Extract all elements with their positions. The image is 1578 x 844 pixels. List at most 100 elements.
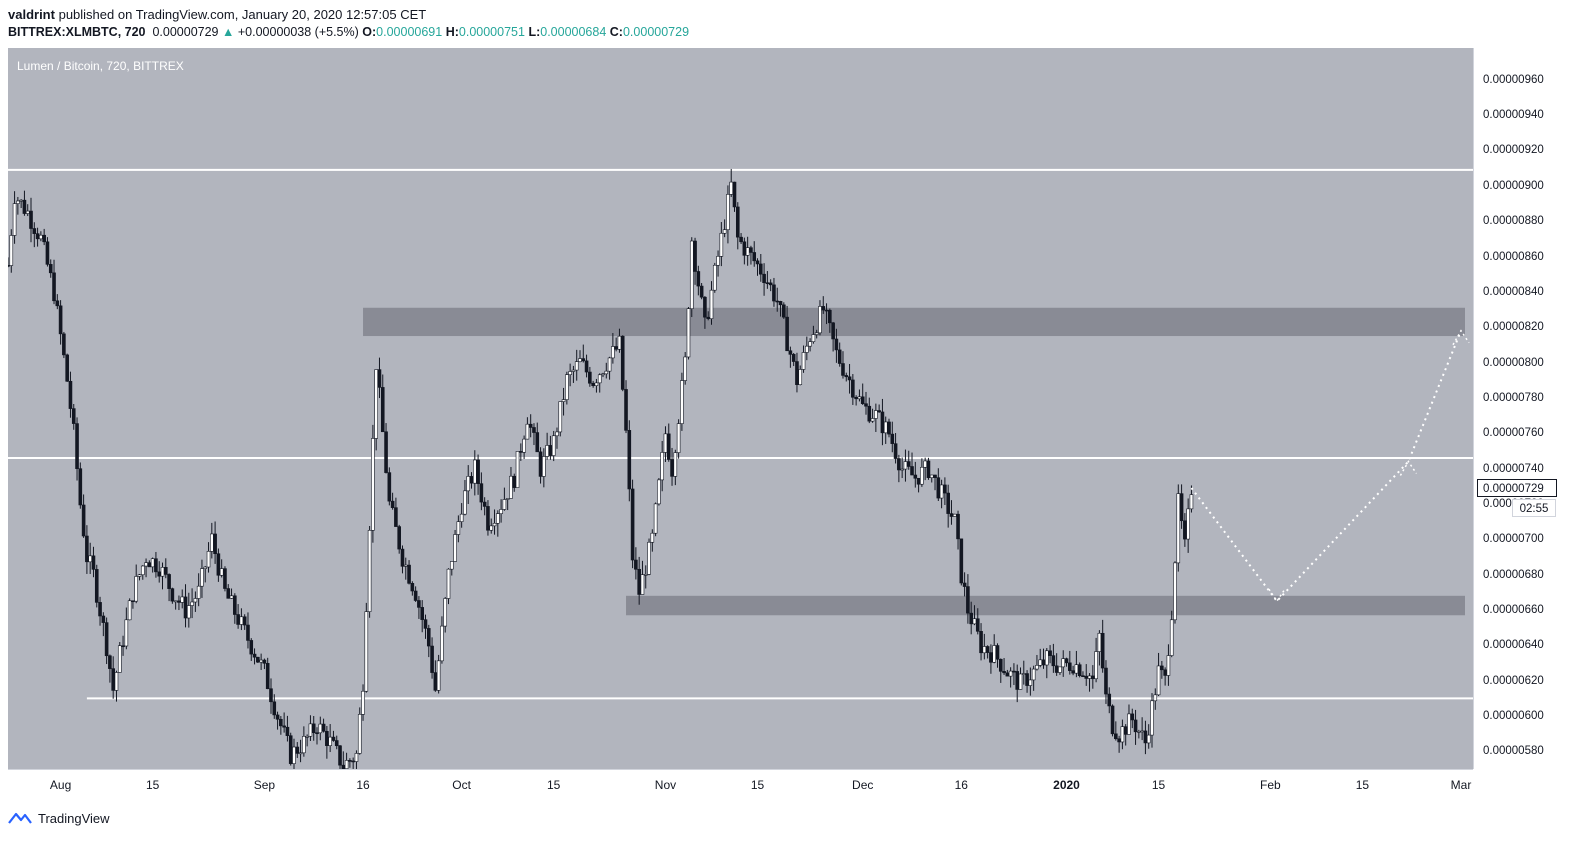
candle-body (752, 252, 757, 262)
chart-pane[interactable]: Lumen / Bitcoin, 720, BITTREX (8, 48, 1473, 769)
candle-body (571, 369, 576, 372)
candle-body (952, 513, 957, 517)
price-tick-label: 0.00000960 (1483, 73, 1544, 86)
candle-body (292, 746, 296, 764)
candle-body (75, 423, 79, 469)
candle-body (453, 534, 457, 562)
candle-body (91, 555, 96, 570)
price-chart[interactable] (8, 48, 1473, 769)
candle-body (660, 452, 664, 481)
candle-body (805, 345, 809, 353)
price-tick-label: 0.00000620 (1483, 674, 1544, 687)
candle-body (1123, 726, 1128, 735)
candle-body (338, 745, 342, 766)
candle-body (778, 301, 783, 306)
candle-body (177, 600, 181, 603)
candle-body (154, 558, 158, 573)
candle-body (847, 376, 852, 381)
candle-body (321, 723, 326, 732)
time-tick-label: 16 (954, 778, 968, 792)
candle-body (252, 653, 257, 658)
low-label: L: (528, 25, 541, 39)
candle-body (528, 423, 533, 428)
candle-body (512, 475, 517, 488)
candle-body (594, 382, 599, 386)
candle-body (1081, 675, 1085, 678)
candle-body (219, 568, 224, 576)
candle-body (943, 484, 947, 494)
author-name[interactable]: valdrint (8, 7, 55, 22)
candle-body (755, 260, 760, 265)
candle-body (272, 701, 277, 716)
candle-body (588, 371, 592, 384)
candle-body (1084, 675, 1089, 679)
time-tick-label: Mar (1450, 778, 1472, 792)
candle-body (1097, 632, 1102, 652)
time-axis[interactable]: Aug 15 Sep 16 Oct 15 Nov 15 Dec 16 2020 15 Feb 15 Mar (8, 769, 1473, 799)
candle-body (390, 500, 395, 508)
candle-body (515, 451, 520, 488)
candle-body (811, 334, 816, 342)
candle-body (561, 399, 566, 402)
candle-body (58, 305, 63, 335)
candle-body (1110, 705, 1115, 735)
candle-body (828, 309, 832, 324)
candle-body (78, 468, 83, 506)
candle-body (131, 600, 135, 603)
candle-body (1021, 673, 1026, 675)
candle-body (52, 272, 56, 302)
candle-body (328, 736, 332, 746)
candle-body (288, 735, 293, 764)
bar-countdown: 02:55 (1512, 499, 1556, 517)
zone-1 (363, 307, 1465, 337)
price-axis[interactable]: 0.00000960 0.00000940 0.00000920 0.00000900… (1473, 48, 1578, 769)
candle-body (496, 513, 500, 524)
candle-body (768, 282, 773, 286)
candle-body (68, 380, 73, 409)
candle-body (913, 474, 918, 479)
candle-body (19, 199, 23, 202)
candle-body (380, 387, 385, 433)
tradingview-footer[interactable]: TradingView (8, 806, 110, 830)
candle-body (860, 396, 865, 404)
candle-body (226, 588, 231, 599)
last-price-tag: 0.00000729 (1477, 479, 1557, 497)
candle-body (1169, 619, 1174, 656)
candle-body (584, 360, 589, 373)
candle-body (463, 490, 467, 515)
candle-body (384, 431, 388, 473)
candle-body (285, 726, 290, 736)
candle-body (210, 533, 214, 552)
candle-body (939, 484, 944, 499)
candle-body (279, 718, 283, 727)
candle-body (1189, 494, 1194, 510)
candle-body (627, 430, 632, 490)
candle-body (693, 240, 697, 272)
candle-body (726, 194, 730, 231)
candle-body (16, 200, 20, 204)
candle-body (236, 614, 240, 625)
candle-body (844, 375, 849, 378)
price-tick-label: 0.00000860 (1483, 250, 1544, 263)
candle-body (870, 418, 875, 422)
candle-body (436, 660, 441, 691)
candle-body (190, 601, 194, 606)
candle-body (32, 228, 37, 234)
candle-body (420, 607, 425, 620)
candle-body (1153, 694, 1158, 702)
candle-body (446, 568, 451, 599)
candle-body (256, 656, 260, 663)
last-price: 0.00000729 (152, 25, 219, 39)
candle-body (1140, 730, 1144, 733)
candle-body (203, 566, 208, 569)
candle-body (499, 509, 503, 514)
candle-body (476, 459, 480, 484)
candle-body (975, 618, 980, 632)
candle-body (200, 568, 204, 587)
price-tick-label: 0.00000880 (1483, 215, 1544, 228)
candle-body (936, 477, 941, 499)
candle-body (1008, 670, 1013, 677)
candle-body (607, 357, 612, 372)
candle-body (1179, 493, 1184, 522)
candle-body (712, 264, 717, 291)
